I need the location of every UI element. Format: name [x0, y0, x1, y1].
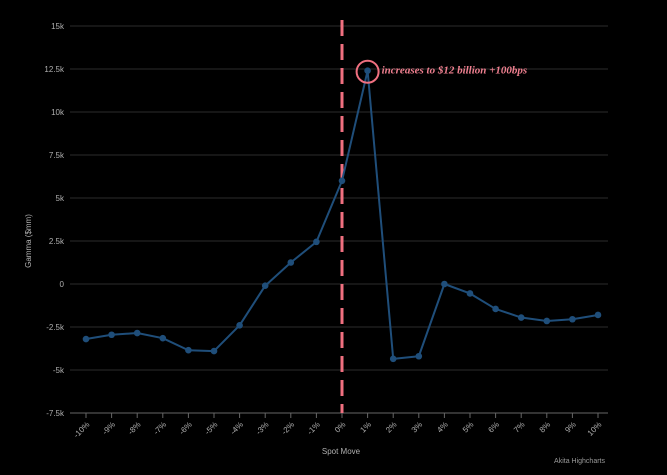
x-tick-label: 2% [384, 420, 399, 435]
y-tick-label: 15k [51, 22, 65, 31]
y-tick-label: 0 [60, 280, 65, 289]
data-point[interactable] [159, 334, 167, 342]
x-tick-label: -9% [101, 420, 117, 436]
data-point[interactable] [543, 317, 551, 325]
data-point[interactable] [466, 290, 474, 297]
x-tick-label: -8% [126, 420, 142, 436]
y-tick-label: -5k [53, 366, 65, 375]
data-point[interactable] [517, 314, 525, 321]
x-tick-label: 9% [563, 420, 578, 435]
x-tick-label: 3% [410, 420, 425, 435]
x-tick-label: -2% [280, 420, 296, 436]
data-point[interactable] [210, 347, 218, 355]
x-tick-label: 4% [435, 420, 450, 435]
data-point[interactable] [594, 311, 602, 319]
x-tick-label: -1% [305, 420, 321, 436]
data-point[interactable] [108, 331, 115, 339]
x-axis-title: Spot Move [322, 447, 361, 456]
x-tick-label: 7% [512, 420, 527, 435]
y-tick-label: -2.5k [46, 323, 65, 332]
annotation-layer: increases to $12 billion +100bps [355, 59, 528, 84]
y-tick-label: 5k [56, 194, 65, 203]
x-tick-label: -7% [152, 420, 168, 436]
x-tick-label: -6% [177, 420, 193, 436]
data-point[interactable] [133, 329, 141, 337]
data-point[interactable] [185, 346, 192, 354]
y-axis-title: Gamma ($mm) [24, 214, 33, 268]
data-point[interactable] [492, 305, 499, 313]
annotation-label: increases to $12 billion +100bps [382, 65, 528, 77]
x-tick-label: 6% [486, 420, 501, 435]
annotation-circle [355, 59, 380, 84]
y-tick-label: 7.5k [49, 151, 65, 160]
data-point[interactable] [236, 321, 243, 329]
data-point[interactable] [261, 282, 269, 290]
y-tick-label: 2.5k [49, 237, 65, 246]
data-point[interactable] [287, 259, 295, 266]
y-tick-label: -7.5k [46, 409, 65, 418]
data-point[interactable] [82, 335, 90, 343]
x-tick-label: -3% [254, 420, 270, 436]
data-point[interactable] [415, 352, 423, 360]
grid-lines [70, 25, 608, 414]
x-tick-label: -4% [229, 420, 245, 436]
y-axis: -7.5k -5k -2.5k 0 2.5k 5k 7.5k 10k 12.5k 15k [44, 22, 65, 418]
x-tick-label: 1% [358, 420, 373, 435]
series-layer [82, 67, 602, 363]
x-tick-label: 8% [538, 420, 553, 435]
data-point[interactable] [338, 177, 346, 185]
x-tick-label: -5% [203, 420, 219, 436]
x-tick-label: -10% [72, 420, 92, 440]
y-tick-label: 12.5k [44, 65, 65, 74]
data-point[interactable] [389, 355, 397, 363]
data-point[interactable] [364, 67, 371, 75]
x-tick-label: 0% [333, 420, 348, 435]
x-tick-label: 10% [586, 420, 604, 438]
y-tick-label: 10k [51, 108, 65, 117]
chart-credits: Akita Highcharts [554, 458, 605, 465]
x-tick-label: 5% [461, 420, 476, 435]
x-axis: -10% -9% -8% -7% -6% -5% -4% -3% -2% -1% 0% 1% 2% 3% 4… [70, 412, 608, 440]
data-point[interactable] [313, 238, 320, 246]
data-point[interactable] [441, 280, 448, 288]
data-point[interactable] [569, 315, 576, 323]
